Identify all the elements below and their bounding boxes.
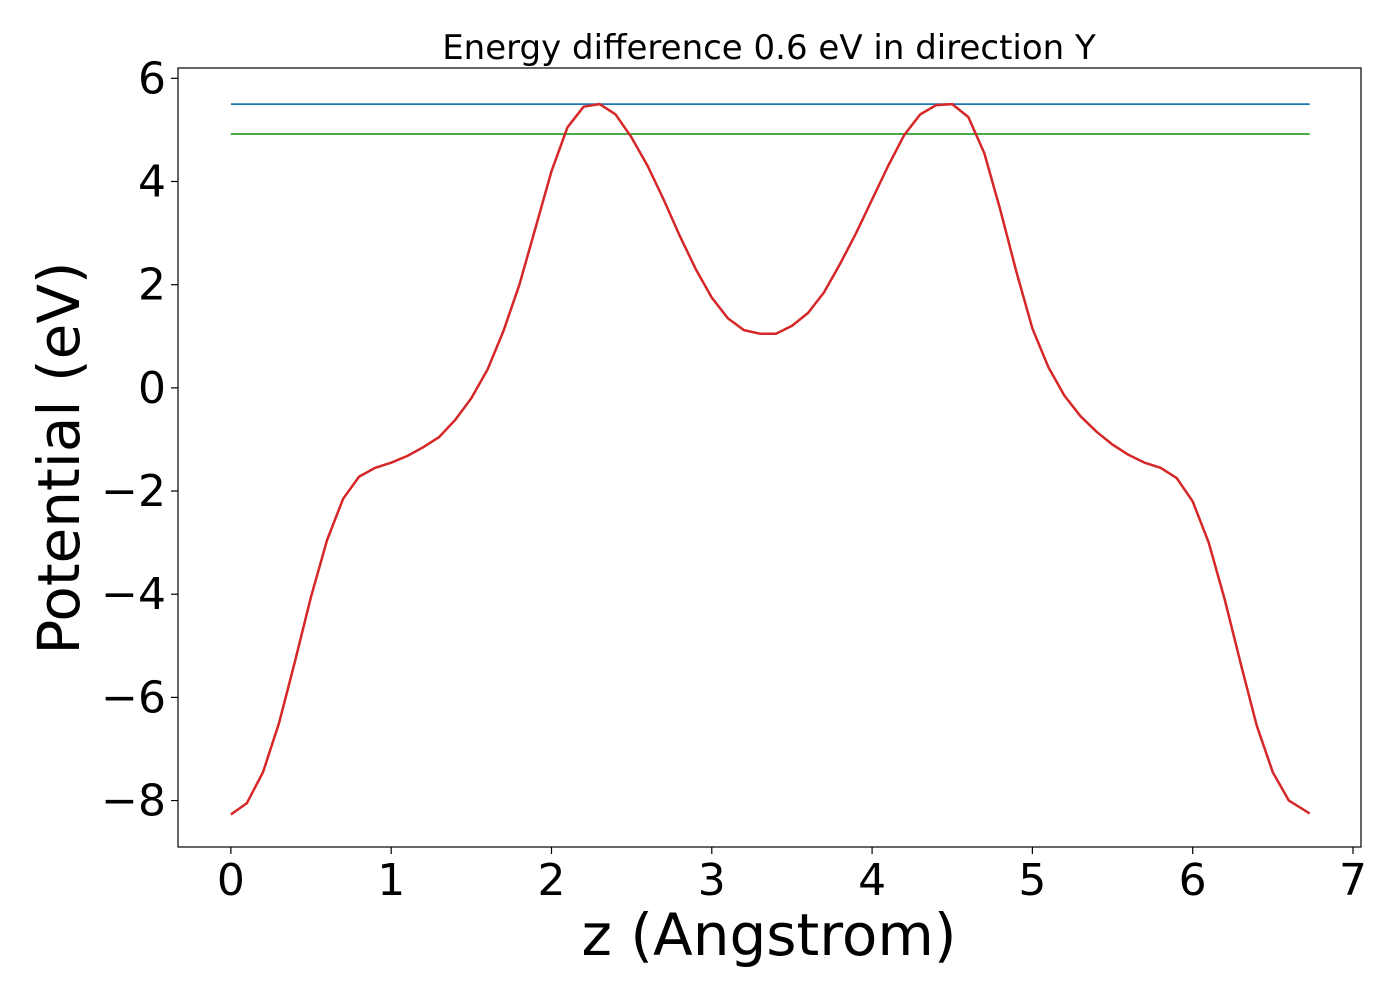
- y-tick-label: 2: [138, 260, 166, 311]
- x-tick-label: 2: [537, 855, 565, 906]
- x-tick-label: 3: [698, 855, 726, 906]
- y-tick-label: −8: [101, 776, 166, 827]
- y-axis: 6 4 2 0 −2 −4 −6 −8: [101, 53, 178, 827]
- y-tick-label: −4: [101, 569, 166, 620]
- x-tick-label: 0: [217, 855, 245, 906]
- y-tick-label: 4: [138, 156, 166, 207]
- plot-frame: [177, 67, 1362, 848]
- x-tick-label: 1: [377, 855, 405, 906]
- y-axis-label: Potential (eV): [25, 261, 93, 654]
- x-tick-label: 7: [1339, 855, 1367, 906]
- x-axis-label: z (Angstrom): [582, 901, 957, 969]
- y-tick-label: 0: [138, 363, 166, 414]
- series-line-3: [230, 102, 1311, 816]
- plot-area: [177, 67, 1362, 848]
- chart-title: Energy difference 0.6 eV in direction Y: [442, 28, 1096, 68]
- y-tick-label: −6: [101, 672, 166, 723]
- x-axis: 0 1 2 3 4 5 6 7: [217, 847, 1367, 906]
- x-tick-label: 5: [1018, 855, 1046, 906]
- x-tick-label: 6: [1179, 855, 1207, 906]
- y-tick-label: −2: [101, 466, 166, 517]
- x-tick-label: 4: [858, 855, 886, 906]
- y-tick-label: 6: [138, 53, 166, 104]
